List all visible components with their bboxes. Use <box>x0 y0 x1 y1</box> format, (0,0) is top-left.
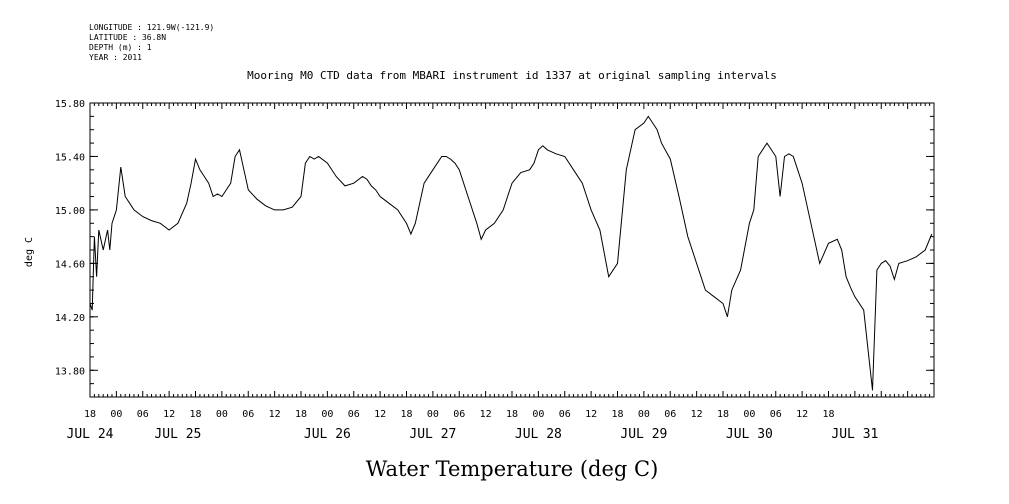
x-date-label: JUL 27 <box>409 427 456 442</box>
series-group <box>89 115 933 391</box>
x-hour-label: 06 <box>348 409 360 420</box>
x-hour-label: 18 <box>717 409 729 420</box>
x-hour-label: 12 <box>480 409 492 420</box>
x-hour-label: 00 <box>216 409 228 420</box>
x-hour-label: 12 <box>585 409 597 420</box>
y-tick-label: 15.80 <box>55 99 85 110</box>
x-hour-label: 00 <box>110 409 122 420</box>
x-hour-label: 18 <box>84 409 96 420</box>
x-date-label: JUL 25 <box>154 427 201 442</box>
x-axis-labels: 18 00 06 12 18 00 06 12 18 00 06 12 18 00 06 12 18 00 06 12… <box>67 409 879 442</box>
x-hour-label: 18 <box>189 409 201 420</box>
x-date-label: JUL 31 <box>831 427 878 442</box>
x-hour-label: 00 <box>532 409 544 420</box>
meta-latitude: LATITUDE : 36.8N <box>89 33 166 42</box>
y-tick-label: 14.20 <box>55 313 85 324</box>
x-hour-label: 12 <box>796 409 808 420</box>
x-date-label: JUL 28 <box>515 427 562 442</box>
x-hour-label: 00 <box>321 409 333 420</box>
metadata-block: LONGITUDE : 121.9W(-121.9) LATITUDE : 36… <box>89 23 214 62</box>
x-hour-label: 18 <box>400 409 412 420</box>
chart-title: Mooring M0 CTD data from MBARI instrumen… <box>247 69 777 82</box>
x-hour-label: 06 <box>242 409 254 420</box>
temperature-series-line <box>89 115 933 391</box>
x-hour-label: 18 <box>611 409 623 420</box>
y-axis-ticks: 13.80 14.20 14.60 15.00 15.40 15.80 <box>55 99 934 398</box>
x-hour-label: 12 <box>691 409 703 420</box>
x-hour-label: 06 <box>770 409 782 420</box>
x-hour-label: 00 <box>427 409 439 420</box>
x-hour-label: 12 <box>374 409 386 420</box>
meta-longitude: LONGITUDE : 121.9W(-121.9) <box>89 23 214 32</box>
x-hour-label: 12 <box>163 409 175 420</box>
y-tick-label: 15.00 <box>55 206 85 217</box>
x-hour-label: 00 <box>743 409 755 420</box>
x-hour-label: 06 <box>453 409 465 420</box>
y-axis-label: deg C <box>24 237 35 267</box>
x-hour-label: 06 <box>559 409 571 420</box>
x-date-label: JUL 26 <box>304 427 351 442</box>
meta-year: YEAR : 2011 <box>89 53 142 62</box>
x-hour-label: 06 <box>137 409 149 420</box>
x-hour-label: 18 <box>506 409 518 420</box>
x-date-label: JUL 24 <box>67 427 114 442</box>
y-tick-label: 13.80 <box>55 366 85 377</box>
x-axis-label: Water Temperature (deg C) <box>366 457 659 481</box>
plot-frame <box>89 102 935 398</box>
x-hour-label: 06 <box>664 409 676 420</box>
x-date-label: JUL 29 <box>620 427 667 442</box>
x-hour-label: 18 <box>822 409 834 420</box>
x-axis-ticks <box>89 103 935 397</box>
x-hour-label: 12 <box>269 409 281 420</box>
y-tick-label: 15.40 <box>55 152 85 163</box>
y-tick-label: 14.60 <box>55 259 85 270</box>
meta-depth: DEPTH (m) : 1 <box>89 43 152 52</box>
x-date-label: JUL 30 <box>726 427 773 442</box>
x-hour-label: 18 <box>295 409 307 420</box>
x-hour-label: 00 <box>638 409 650 420</box>
